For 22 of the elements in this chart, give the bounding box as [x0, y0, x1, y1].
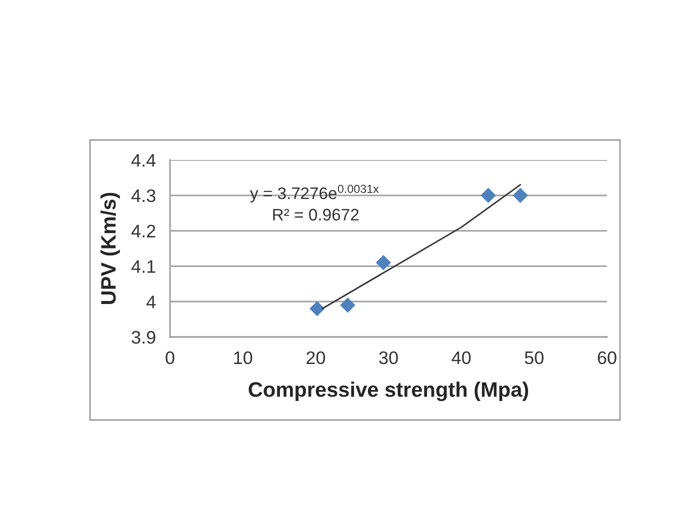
y-tick-label: 3.9	[132, 330, 156, 344]
x-tick-label: 10	[234, 351, 252, 364]
y-tick-label: 4.2	[131, 224, 156, 238]
y-tick-label: 4.4	[131, 154, 156, 167]
point	[512, 188, 528, 204]
x-tick-label: 30	[379, 351, 398, 364]
point	[376, 255, 392, 270]
x-tick-label: 50	[524, 351, 544, 364]
y-axis-title: UPV (Km/s)	[100, 192, 120, 304]
x-axis-title: Compressive strength (Mpa)	[248, 382, 528, 402]
annotation: y = 3.7276e$^{0.0031x}$	[250, 184, 379, 202]
y-tick-label: 4.1	[131, 260, 156, 273]
x-tick-label: 60	[598, 351, 616, 364]
annotation: R² = 0.9672	[273, 208, 359, 221]
x-tick-label: 0	[166, 351, 174, 364]
point	[310, 301, 325, 316]
y-tick-label: 4	[146, 296, 156, 308]
x-tick-label: 20	[306, 351, 326, 364]
point	[340, 298, 356, 313]
point	[480, 188, 496, 204]
x-tick-label: 40	[452, 351, 471, 364]
y-tick-label: 4.3	[131, 189, 156, 202]
